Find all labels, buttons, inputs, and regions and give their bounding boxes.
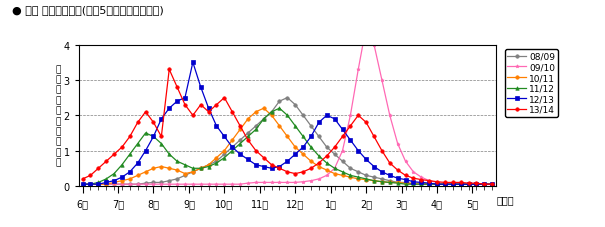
13/14 <box>166 69 173 71</box>
12/13 <box>449 183 456 186</box>
11/12 <box>79 183 87 186</box>
08/09 <box>488 183 495 186</box>
09/10 <box>189 183 197 186</box>
11/12 <box>331 167 338 170</box>
12/13 <box>197 86 204 89</box>
12/13 <box>323 114 330 117</box>
12/13 <box>331 118 338 121</box>
09/10 <box>339 150 346 152</box>
10/11 <box>260 107 267 110</box>
09/10 <box>488 183 495 186</box>
11/12 <box>488 183 495 186</box>
12/13 <box>189 62 197 64</box>
12/13 <box>402 178 409 181</box>
09/10 <box>449 183 456 186</box>
Line: 11/12: 11/12 <box>81 107 494 186</box>
12/13 <box>488 183 495 186</box>
10/11 <box>402 182 409 185</box>
10/11 <box>323 169 330 172</box>
13/14 <box>323 155 330 158</box>
09/10 <box>79 183 87 186</box>
Line: 13/14: 13/14 <box>81 68 494 186</box>
Text: （週）: （週） <box>496 194 514 204</box>
13/14 <box>355 114 362 117</box>
11/12 <box>323 162 330 165</box>
10/11 <box>79 183 87 186</box>
13/14 <box>79 178 87 180</box>
11/12 <box>276 107 283 110</box>
11/12 <box>449 183 456 186</box>
Y-axis label: 定
点
当
た
り
患
者
報
告
数: 定 点 当 た り 患 者 報 告 数 <box>55 65 61 167</box>
Line: 09/10: 09/10 <box>81 26 494 186</box>
08/09 <box>79 183 87 186</box>
10/11 <box>347 176 354 179</box>
08/09 <box>402 181 409 184</box>
08/09 <box>331 153 338 156</box>
08/09 <box>323 146 330 149</box>
13/14 <box>480 183 488 186</box>
Text: ● 県内 週別発生動向(過去5シーズンとの比較): ● 県内 週別発生動向(過去5シーズンとの比較) <box>12 5 164 15</box>
09/10 <box>323 174 330 177</box>
11/12 <box>347 174 354 177</box>
13/14 <box>402 174 409 177</box>
08/09 <box>189 171 197 173</box>
10/11 <box>449 183 456 186</box>
10/11 <box>189 171 197 173</box>
08/09 <box>347 167 354 170</box>
11/12 <box>189 167 197 170</box>
13/14 <box>197 104 204 107</box>
09/10 <box>315 178 322 180</box>
08/09 <box>449 183 456 186</box>
12/13 <box>347 139 354 142</box>
13/14 <box>488 183 495 186</box>
13/14 <box>347 125 354 128</box>
09/10 <box>402 160 409 163</box>
13/14 <box>331 146 338 149</box>
Line: 12/13: 12/13 <box>81 61 494 186</box>
10/11 <box>488 183 495 186</box>
12/13 <box>79 183 87 186</box>
11/12 <box>402 183 409 186</box>
Line: 08/09: 08/09 <box>81 96 494 186</box>
10/11 <box>331 173 338 175</box>
Legend: 08/09, 09/10, 10/11, 11/12, 12/13, 13/14: 08/09, 09/10, 10/11, 11/12, 12/13, 13/14 <box>505 50 558 117</box>
08/09 <box>284 97 291 99</box>
Line: 10/11: 10/11 <box>81 107 494 186</box>
09/10 <box>362 27 370 29</box>
